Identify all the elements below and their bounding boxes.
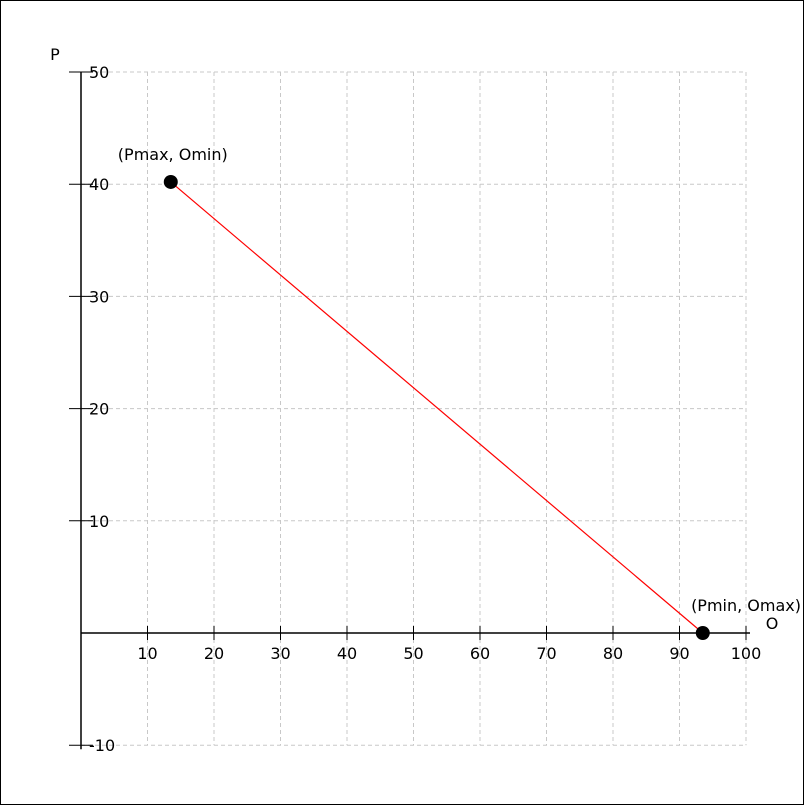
data-point-0 [163, 174, 178, 189]
axes [80, 72, 750, 750]
y-tick-label-50: 50 [89, 63, 109, 82]
y-tick-label-10: 10 [89, 512, 109, 531]
x-tick-label-40: 40 [337, 644, 357, 663]
grid [81, 71, 747, 746]
y-tick-label-20: 20 [89, 400, 109, 419]
x-tick-label-30: 30 [270, 644, 290, 663]
x-tick-label-90: 90 [669, 644, 689, 663]
x-tick-label-50: 50 [403, 644, 423, 663]
data-point-1 [695, 626, 710, 640]
x-tick-label-60: 60 [470, 644, 490, 663]
x-axis-label: O [766, 614, 779, 633]
labels: P O (Pmax, Omin) (Pmin, Omax) [50, 45, 801, 633]
series [163, 174, 710, 640]
data-point-label-0: (Pmax, Omin) [118, 145, 228, 164]
x-tick-label-100: 100 [731, 644, 762, 663]
data-point-label-1: (Pmin, Omax) [691, 596, 801, 615]
y-tick-label--10: -10 [89, 736, 115, 755]
y-tick-label-30: 30 [89, 287, 109, 306]
y-axis-label: P [50, 45, 60, 64]
ticks: 10 20 30 40 50 60 70 80 90 100 -10 10 20 30 40 50 [69, 63, 761, 755]
y-tick-label-40: 40 [89, 175, 109, 194]
x-tick-label-70: 70 [536, 644, 556, 663]
series-line-0 [170, 181, 704, 634]
x-tick-label-80: 80 [603, 644, 623, 663]
x-tick-label-10: 10 [137, 644, 157, 663]
x-tick-label-20: 20 [204, 644, 224, 663]
